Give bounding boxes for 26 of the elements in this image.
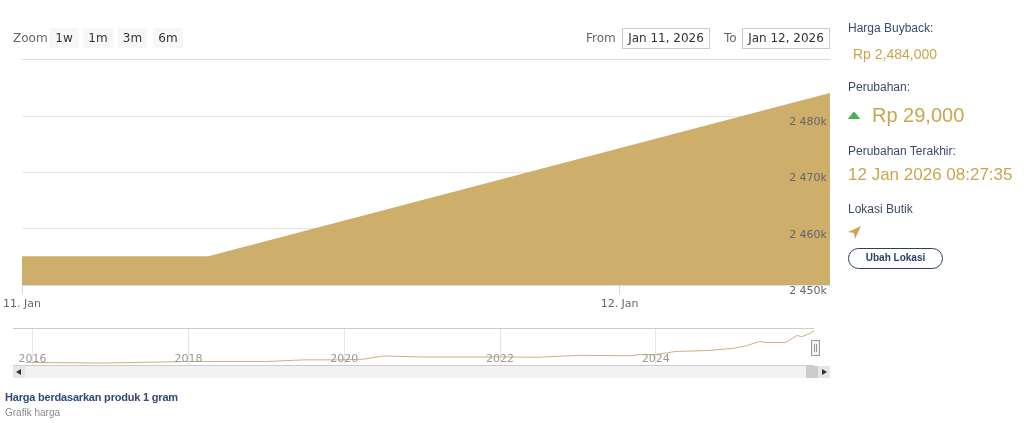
caption-title: Harga berdasarkan produk 1 gram — [5, 390, 178, 404]
card-text: Lokasi Butik — [848, 201, 913, 217]
card-text: Perubahan Terakhir: — [848, 143, 956, 159]
date-field: Jan 11, 2026 — [622, 28, 710, 49]
zoom-label: Zoom — [13, 30, 48, 46]
card-text: Rp 2,484,000 — [853, 45, 938, 63]
y-tick-label: 2 450k — [789, 283, 828, 297]
caption-subtitle: Grafik harga — [5, 406, 61, 419]
date-field: Jan 12, 2026 — [742, 28, 830, 49]
card-text: Harga Buyback: — [848, 20, 934, 36]
x-tick-label: 11. Jan — [3, 297, 41, 311]
range-button: 3m — [118, 28, 147, 48]
y-tick-label: 2 480k — [789, 115, 828, 129]
y-tick-label: 2 470k — [789, 171, 828, 185]
y-tick-label: 2 460k — [789, 227, 828, 241]
card-text: 12 Jan 2026 08:27:35 — [848, 164, 1013, 186]
range-button: 1w — [49, 28, 79, 48]
from-label: From — [586, 30, 616, 46]
to-label: To — [724, 30, 737, 46]
range-button: 6m — [153, 28, 183, 48]
x-tick-label: 12. Jan — [600, 297, 639, 311]
x-tick-label: 2016 — [18, 352, 47, 365]
range-button: 1m — [83, 28, 113, 48]
card-text: Perubahan: — [848, 79, 911, 95]
card-text: Rp 29,000 — [872, 103, 965, 128]
x-tick-label: 2024 — [641, 352, 670, 365]
